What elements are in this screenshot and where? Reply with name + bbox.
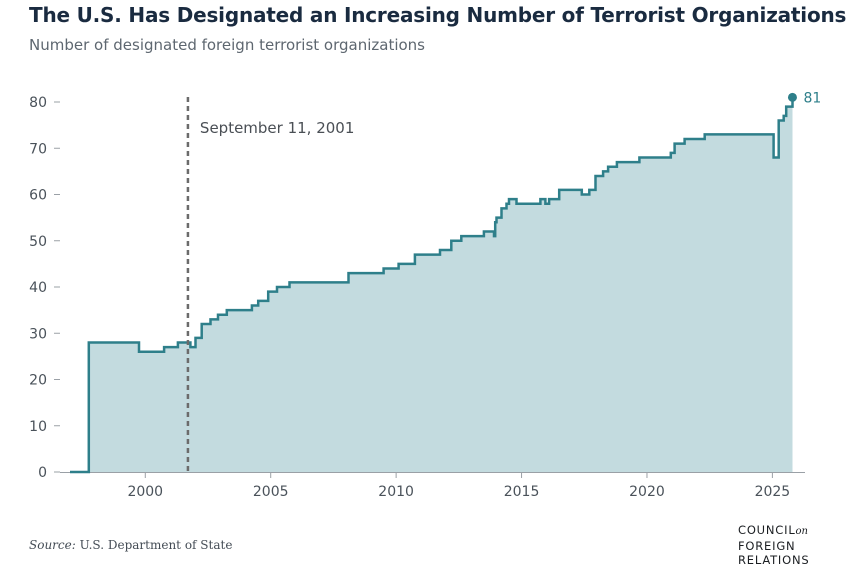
- y-tick-label: 60: [29, 188, 47, 204]
- x-tick-label: 2020: [629, 484, 665, 500]
- y-tick-label: 10: [29, 419, 47, 435]
- x-tick-label: 2000: [127, 484, 163, 500]
- end-point: [787, 92, 797, 102]
- logo-line-council: COUNCIL: [738, 523, 796, 537]
- source-label: Source:: [29, 538, 76, 552]
- logo-line-foreign: FOREIGN: [738, 539, 796, 553]
- x-tick-label: 2025: [755, 484, 791, 500]
- x-tick-label: 2010: [378, 484, 414, 500]
- source-text: U.S. Department of State: [79, 538, 233, 552]
- annotation-label: September 11, 2001: [200, 119, 354, 137]
- end-value-label: 81: [803, 90, 821, 106]
- y-tick-label: 80: [29, 95, 47, 111]
- y-tick-label: 40: [29, 280, 47, 296]
- area-chart: 0 10 20 30 40 50 60 70 80 2000 2005 2010 2015 2020 202…: [29, 90, 821, 500]
- series-line: [70, 97, 794, 474]
- series-area: [70, 97, 793, 473]
- chart-subtitle: Number of designated foreign terrorist o…: [29, 36, 425, 54]
- source-note: Source: U.S. Department of State: [29, 538, 232, 552]
- y-tick-label: 50: [29, 234, 47, 250]
- y-tick-label: 0: [38, 465, 47, 481]
- y-tick-label: 70: [29, 141, 47, 157]
- logo-line-relations: RELATIONS: [738, 553, 810, 567]
- y-tick-label: 20: [29, 373, 47, 389]
- y-tick-label: 30: [29, 326, 47, 342]
- x-tick-label: 2015: [504, 484, 540, 500]
- chart-title: The U.S. Has Designated an Increasing Nu…: [29, 3, 847, 27]
- logo-on: on: [795, 526, 808, 537]
- cfr-logo: COUNCILon FOREIGN RELATIONS: [738, 523, 809, 567]
- x-tick-label: 2005: [253, 484, 289, 500]
